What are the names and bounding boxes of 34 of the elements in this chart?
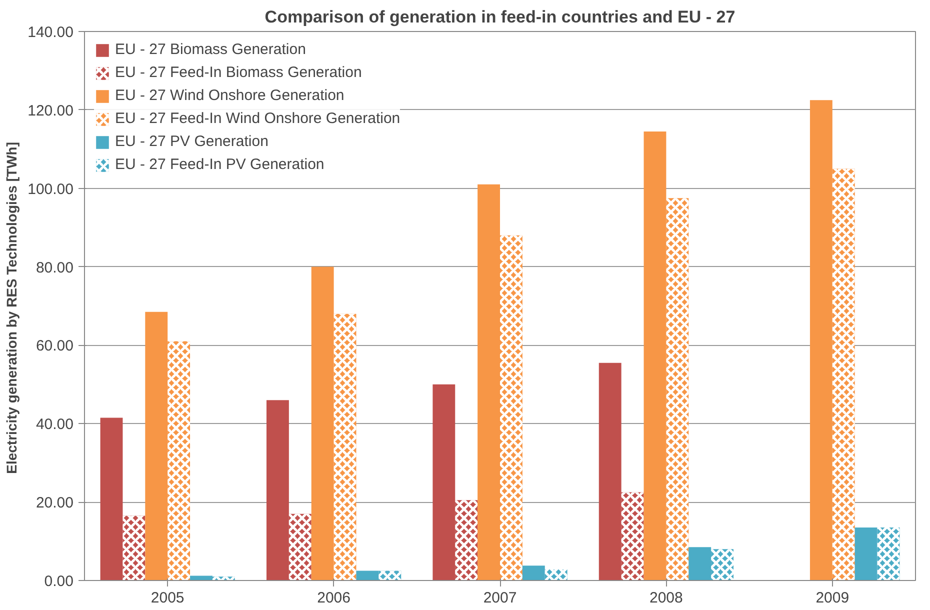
bar (810, 100, 832, 580)
bar (854, 528, 878, 580)
bar (432, 384, 456, 580)
x-tick-label: 2006 (317, 590, 350, 606)
bar (100, 418, 123, 580)
y-tick-label: 100.00 (28, 180, 74, 198)
legend-label: EU - 27 Wind Onshore Generation (115, 87, 344, 104)
y-tick-label: 140.00 (28, 24, 74, 41)
y-tick-label: 60.00 (36, 338, 74, 355)
legend-label: EU - 27 PV Generation (115, 133, 268, 150)
y-tick-label: 40.00 (36, 416, 74, 434)
legend-label: EU - 27 Feed-In Wind Onshore Generation (115, 110, 400, 127)
bar (356, 570, 379, 580)
legend-label: EU - 27 Biomass Generation (115, 41, 306, 58)
bar (644, 131, 666, 580)
bar (145, 312, 168, 580)
bar (598, 362, 622, 580)
x-tick-label: 2008 (650, 590, 683, 606)
bar (522, 566, 545, 580)
bar (478, 184, 500, 580)
y-tick-label: 80.00 (36, 259, 74, 276)
y-tick-label: 120.00 (28, 102, 74, 120)
chart-title: Comparison of generation in feed-in countries and EU - 27 (264, 8, 736, 26)
x-tick-label: 2009 (816, 590, 850, 606)
bar (688, 547, 712, 580)
y-tick-label: 0.00 (44, 573, 74, 590)
bar (266, 400, 289, 580)
x-tick-label: 2007 (483, 590, 517, 606)
bar (311, 266, 334, 580)
legend-label: EU - 27 Feed-In Biomass Generation (115, 64, 362, 81)
y-tick-label: 20.00 (36, 494, 74, 512)
legend-label: EU - 27 Feed-In PV Generation (115, 156, 324, 173)
x-tick-label: 2005 (150, 590, 184, 606)
y-axis-title: Electricity generation by RES Technologies [TWh] (4, 142, 20, 474)
